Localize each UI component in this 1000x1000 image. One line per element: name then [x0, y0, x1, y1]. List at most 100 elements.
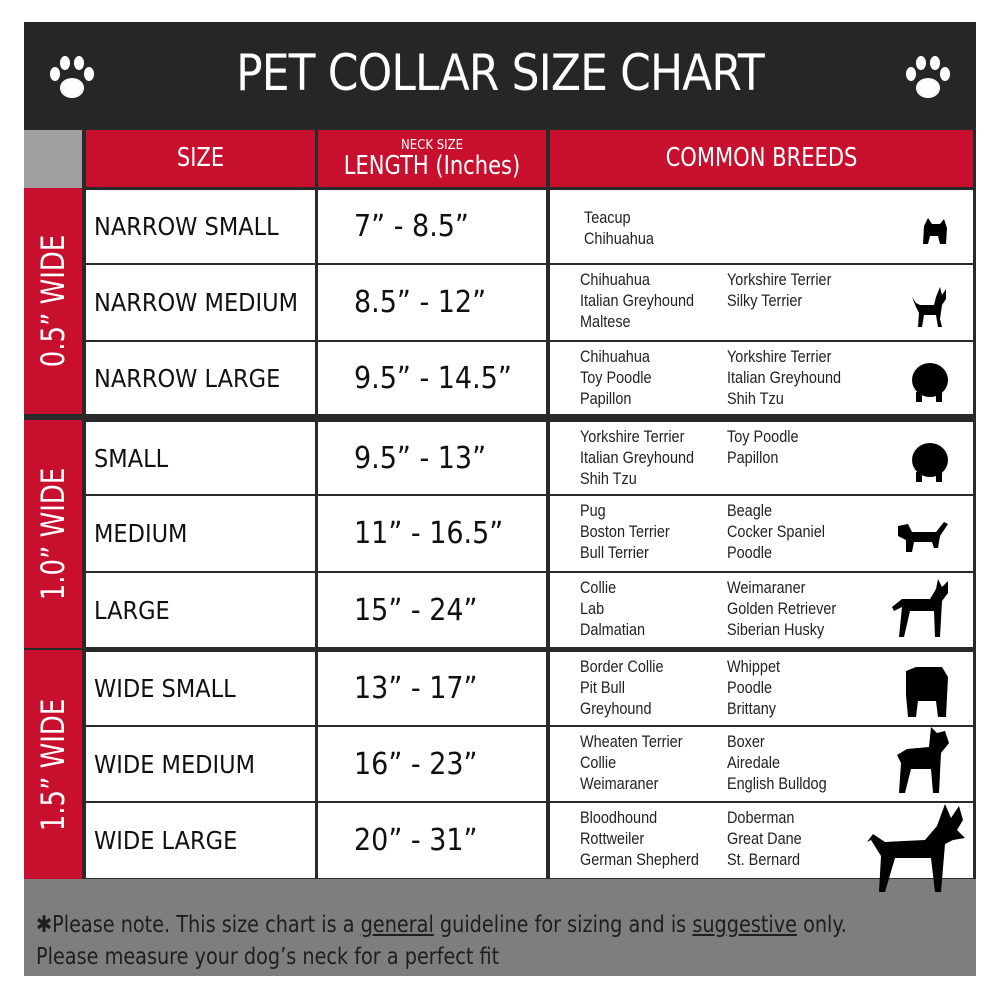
- breeds-cell: Pug Boston Terrier Bull Terrier Beagle Cocke…: [550, 496, 973, 571]
- breeds-column: Beagle Cocker Spaniel Poodle: [727, 500, 825, 563]
- size-name-cell: WIDE LARGE: [86, 803, 315, 878]
- note-general: general: [360, 912, 434, 938]
- breeds-cell: Chihuahua Toy Poodle Papillon Yorkshire Ter…: [550, 342, 973, 414]
- pitbull-silhouette-icon: [897, 727, 949, 793]
- header-common-breeds: COMMON BREEDS: [550, 130, 973, 187]
- footer-note: ✱Please note. This size chart is a gener…: [24, 879, 976, 976]
- neck-length-cell: 11” - 16.5”: [318, 496, 546, 571]
- breed-name: Lab: [580, 599, 605, 618]
- paw-print-icon: [906, 56, 950, 98]
- breed-name: St. Bernard: [727, 850, 801, 869]
- breed-name: Cocker Spaniel: [727, 522, 825, 541]
- breeds-column: Bloodhound Rottweiler German Shepherd: [580, 807, 699, 870]
- neck-length-cell: 13” - 17”: [318, 652, 546, 725]
- header-size: SIZE: [86, 130, 315, 187]
- size-name-cell: LARGE: [86, 573, 315, 647]
- header-length-label: LENGTH (Inches): [343, 151, 521, 181]
- breed-name: Airedale: [727, 753, 781, 772]
- chihuahua-silhouette-icon: [912, 286, 946, 327]
- breed-name: Toy Poodle: [727, 427, 799, 446]
- breeds-column: Whippet Poodle Brittany: [727, 656, 780, 719]
- breed-name: Brittany: [727, 699, 776, 718]
- breed-name: Silky Terrier: [727, 291, 803, 310]
- breeds-column: Yorkshire Terrier Italian Greyhound Shih T…: [727, 346, 841, 409]
- note-part: only.: [796, 912, 847, 938]
- breed-name: Maltese: [580, 312, 631, 331]
- size-name-cell: WIDE MEDIUM: [86, 727, 315, 801]
- breed-name: Dalmatian: [580, 620, 646, 639]
- note-part: ✱Please note. This size chart is a: [36, 912, 361, 938]
- breed-name: Yorkshire Terrier: [580, 427, 685, 446]
- size-name-cell: NARROW LARGE: [86, 342, 315, 414]
- neck-length-cell: 8.5” - 12”: [318, 265, 546, 340]
- breed-name: Chihuahua: [584, 229, 654, 248]
- note-suggestive: suggestive: [692, 912, 797, 938]
- breeds-cell: Teacup Chihuahua: [550, 190, 973, 263]
- size-name-cell: SMALL: [86, 422, 315, 494]
- header-corner: [24, 130, 82, 188]
- neck-length-cell: 16” - 23”: [318, 727, 546, 801]
- breed-name: Yorkshire Terrier: [727, 347, 832, 366]
- width-group-text: 0.5” WIDE: [34, 234, 72, 368]
- note-line-2: Please measure your dog’s neck for a per…: [36, 944, 500, 970]
- breed-name: Pug: [580, 501, 606, 520]
- paw-print-icon: [50, 56, 94, 98]
- breeds-column: Chihuahua Italian Greyhound Maltese: [580, 269, 694, 332]
- breeds-column: Collie Lab Dalmatian: [580, 577, 645, 640]
- neck-length-cell: 7” - 8.5”: [318, 190, 546, 263]
- doberman-silhouette-icon: [867, 804, 965, 892]
- breeds-cell: Border Collie Pit Bull Greyhound Whippet Poo…: [550, 652, 973, 725]
- breed-name: Weimaraner: [727, 578, 806, 597]
- breed-name: Papillon: [580, 389, 632, 408]
- breeds-column: Yorkshire Terrier Silky Terrier: [727, 269, 831, 311]
- width-group-label: 1.0” WIDE: [24, 420, 82, 648]
- breeds-column: Toy Poodle Papillon: [727, 426, 799, 468]
- breeds-column: Boxer Airedale English Bulldog: [727, 731, 827, 794]
- breed-name: Rottweiler: [580, 829, 645, 848]
- breed-name: Wheaten Terrier: [580, 732, 683, 751]
- breed-name: Beagle: [727, 501, 772, 520]
- neck-length-cell: 9.5” - 13”: [318, 422, 546, 494]
- width-group-text: 1.0” WIDE: [34, 467, 72, 601]
- breed-name: Italian Greyhound: [727, 368, 842, 387]
- width-group-text: 1.5” WIDE: [34, 698, 72, 831]
- pomeranian-silhouette-icon: [912, 363, 948, 402]
- breed-name: Yorkshire Terrier: [727, 270, 832, 289]
- pomeranian-silhouette-icon: [912, 443, 948, 482]
- size-name-cell: NARROW SMALL: [86, 190, 315, 263]
- breed-name: Weimaraner: [580, 774, 659, 793]
- breed-name: Bloodhound: [580, 808, 658, 827]
- breed-name: Shih Tzu: [580, 469, 637, 488]
- breed-name: Whippet: [727, 657, 781, 676]
- breed-name: Bull Terrier: [580, 543, 649, 562]
- header-neck-size-label: NECK SIZE: [401, 138, 463, 153]
- breeds-column: Doberman Great Dane St. Bernard: [727, 807, 802, 870]
- width-group-label: 0.5” WIDE: [24, 188, 82, 414]
- size-name-cell: NARROW MEDIUM: [86, 265, 315, 340]
- neck-length-cell: 15” - 24”: [318, 573, 546, 647]
- breed-name: Greyhound: [580, 699, 652, 718]
- shepherd-silhouette-icon: [892, 579, 948, 637]
- bulldog-silhouette-icon: [906, 666, 948, 717]
- breed-name: Pit Bull: [580, 678, 625, 697]
- breed-name: Teacup: [584, 208, 631, 227]
- breed-name: Poodle: [727, 678, 772, 697]
- size-name-cell: WIDE SMALL: [86, 652, 315, 725]
- page-title: PET COLLAR SIZE CHART: [236, 44, 765, 102]
- yorkie-silhouette-icon: [923, 217, 947, 244]
- breed-name: Toy Poodle: [580, 368, 652, 387]
- title-bar: PET COLLAR SIZE CHART: [24, 22, 976, 128]
- breed-name: Chihuahua: [580, 347, 650, 366]
- breeds-column: Yorkshire Terrier Italian Greyhound Shih T…: [580, 426, 694, 489]
- breed-name: Italian Greyhound: [580, 291, 695, 310]
- neck-length-cell: 9.5” - 14.5”: [318, 342, 546, 414]
- breeds-column: Teacup Chihuahua: [584, 207, 654, 249]
- breeds-column: Border Collie Pit Bull Greyhound: [580, 656, 664, 719]
- breed-name: Golden Retriever: [727, 599, 837, 618]
- breeds-column: Pug Boston Terrier Bull Terrier: [580, 500, 670, 563]
- breed-name: Siberian Husky: [727, 620, 825, 639]
- breeds-cell: Bloodhound Rottweiler German Shepherd Dober…: [550, 803, 973, 878]
- size-name-cell: MEDIUM: [86, 496, 315, 571]
- breed-name: Doberman: [727, 808, 795, 827]
- header-size-label: SIZE: [176, 143, 225, 173]
